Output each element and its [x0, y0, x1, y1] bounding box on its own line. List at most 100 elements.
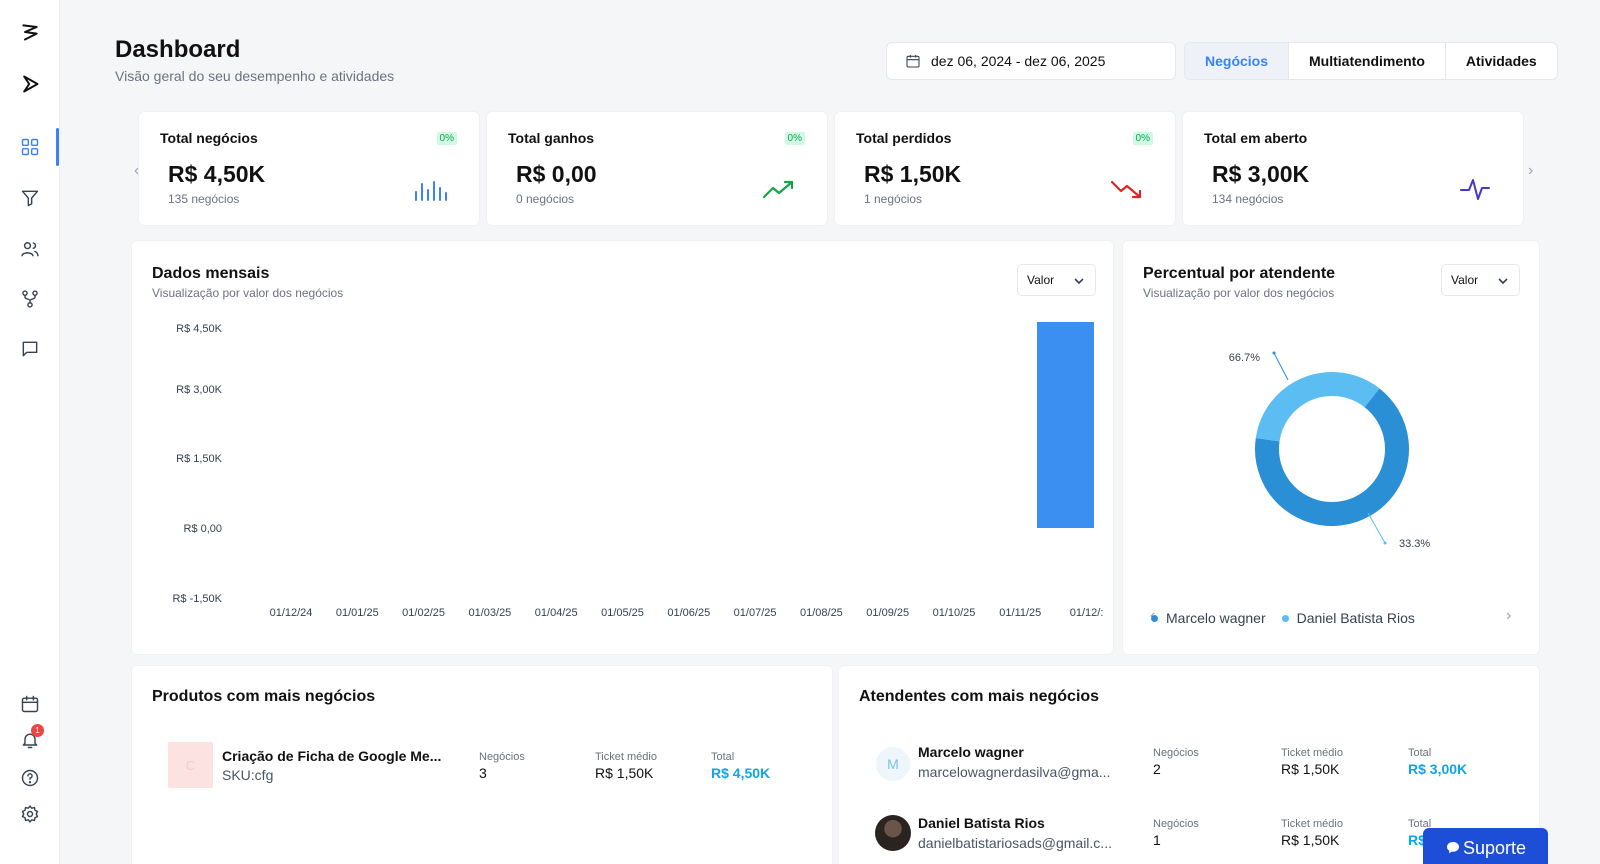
tab-multiatendimento[interactable]: Multiatendimento	[1288, 43, 1445, 79]
sidebar-item-help[interactable]	[14, 762, 46, 794]
avatar: M	[876, 747, 910, 781]
panel-subtitle: Visualização por valor dos negócios	[1143, 286, 1335, 300]
kpi-badge: 0%	[784, 132, 805, 145]
active-indicator	[56, 128, 59, 166]
leader-dot	[1272, 351, 1276, 355]
legend-item[interactable]: Marcelo wagner	[1151, 610, 1266, 626]
donut-legend: Marcelo wagner Daniel Batista Rios	[1151, 610, 1431, 626]
filter-icon	[21, 190, 39, 207]
legend-item[interactable]: Daniel Batista Rios	[1281, 610, 1415, 626]
kpi-badge: 0%	[436, 132, 457, 145]
slice-label: 33.3%	[1399, 538, 1430, 550]
logo-icon[interactable]	[14, 16, 46, 48]
kpi-sub: 1 negócios	[864, 192, 923, 206]
y-tick-label: R$ 4,50K	[176, 323, 223, 335]
kpi-card-total-negocios: Total negócios 0% R$ 4,50K 135 negócios	[138, 111, 480, 226]
sidebar-item-calendar[interactable]	[14, 688, 46, 720]
leader-line	[1367, 512, 1386, 544]
select-value: Valor	[1027, 273, 1055, 287]
deals-value: 3	[479, 765, 487, 781]
deals-label: Negócios	[1153, 818, 1199, 830]
notification-badge: 1	[31, 724, 44, 737]
x-tick-label: 01/02/25	[402, 607, 445, 619]
sidebar-item-integrations[interactable]	[14, 283, 46, 315]
send-icon[interactable]	[14, 68, 46, 100]
x-tick-label: 01/03/25	[468, 607, 511, 619]
total-value: R$ 3,00K	[1408, 761, 1468, 777]
x-tick-label: 01/09/25	[866, 607, 909, 619]
bar	[1037, 322, 1094, 528]
pie-slice	[1255, 372, 1409, 526]
kpi-badge: 0%	[1132, 132, 1153, 145]
deals-value: 2	[1153, 761, 1161, 777]
x-tick-label: 01/10/25	[933, 607, 976, 619]
chat-bubble-icon	[1446, 842, 1459, 854]
legend-label: Daniel Batista Rios	[1296, 610, 1415, 626]
ticket-label: Ticket médio	[1281, 747, 1343, 759]
kpi-value: R$ 3,00K	[1212, 161, 1310, 187]
attendant-name[interactable]: Marcelo wagner	[918, 744, 1024, 760]
legend-dot	[1281, 614, 1289, 622]
bar-chart-icon	[415, 181, 447, 201]
monthly-metric-select[interactable]: Valor	[1017, 264, 1096, 296]
leader-line	[1273, 352, 1289, 381]
trending-down-icon	[1110, 180, 1142, 199]
grid-icon	[21, 138, 39, 156]
attendant-metric-select[interactable]: Valor	[1441, 264, 1520, 296]
kpi-value: R$ 4,50K	[168, 161, 266, 187]
legend-next-arrow[interactable]: ›	[1506, 607, 1512, 624]
x-tick-label: 01/01/25	[336, 607, 379, 619]
sidebar-item-contacts[interactable]	[14, 233, 46, 265]
panel-title: Percentual por atendente	[1143, 265, 1336, 282]
ticket-value: R$ 1,50K	[1281, 832, 1340, 848]
ticket-label: Ticket médio	[1281, 818, 1343, 830]
x-tick-label: 01/12/24	[270, 607, 313, 619]
page-subtitle: Visão geral do seu desempenho e atividad…	[115, 68, 395, 84]
kpi-value: R$ 0,00	[516, 161, 597, 187]
support-button[interactable]: Suporte	[1423, 828, 1548, 864]
message-square-icon	[22, 341, 38, 357]
attendant-percentage-panel: Percentual por atendente Visualização po…	[1122, 240, 1540, 655]
tab-negocios[interactable]: Negócios	[1185, 43, 1289, 79]
bar-chart: R$ 4,50K R$ 3,00K R$ 1,50K R$ 0,00 R$ -1,50K…	[172, 322, 1104, 619]
sidebar-item-settings[interactable]	[14, 798, 46, 830]
product-thumbnail: C	[168, 742, 213, 788]
avatar-photo	[875, 815, 911, 851]
panel-title: Produtos com mais negócios	[152, 688, 376, 705]
x-tick-label: 01/12/:	[1070, 607, 1104, 619]
kpi-title: Total em aberto	[1204, 130, 1308, 146]
activity-icon	[1460, 179, 1490, 200]
total-value: R$ 4,50K	[711, 765, 771, 781]
attendant-name[interactable]: Daniel Batista Rios	[918, 815, 1045, 831]
kpi-sub: 0 negócios	[516, 192, 575, 206]
total-value: R$	[1408, 832, 1426, 848]
y-tick-label: R$ -1,50K	[172, 593, 222, 605]
date-range-picker[interactable]: dez 06, 2024 - dez 06, 2025	[886, 42, 1176, 80]
calendar-icon	[906, 55, 920, 68]
sidebar-item-chat[interactable]	[14, 333, 46, 365]
top-products-panel: Produtos com mais negócios	[131, 665, 833, 864]
kpi-card-total-ganhos: Total ganhos 0% R$ 0,00 0 negócios	[486, 111, 828, 226]
sidebar-item-dashboard[interactable]	[14, 131, 46, 163]
legend-dot	[1151, 614, 1158, 622]
x-tick-label: 01/08/25	[800, 607, 843, 619]
x-tick-label: 01/11/25	[999, 607, 1041, 619]
kpi-sub: 135 negócios	[168, 192, 240, 206]
users-icon	[21, 242, 39, 257]
donut-chart: 66.7% 33.3%	[1229, 351, 1430, 550]
sidebar-item-funnel[interactable]	[14, 182, 46, 214]
kpi-prev-arrow[interactable]: ‹	[134, 162, 140, 179]
deals-label: Negócios	[1153, 747, 1199, 759]
total-label: Total	[1408, 818, 1432, 830]
trending-up-icon	[762, 180, 794, 199]
kpi-title: Total negócios	[160, 130, 258, 146]
y-tick-label: R$ 1,50K	[176, 453, 223, 465]
tab-atividades[interactable]: Atividades	[1444, 43, 1557, 79]
sidebar-item-notifications[interactable]: 1	[14, 724, 46, 756]
kpi-title: Total perdidos	[856, 130, 952, 146]
panel-subtitle: Visualização por valor dos negócios	[152, 286, 344, 300]
kpi-next-arrow[interactable]: ›	[1528, 162, 1534, 179]
y-tick-label: R$ 0,00	[183, 523, 222, 535]
total-label: Total	[1408, 747, 1432, 759]
product-name[interactable]: Criação de Ficha de Google Me...	[222, 748, 442, 764]
